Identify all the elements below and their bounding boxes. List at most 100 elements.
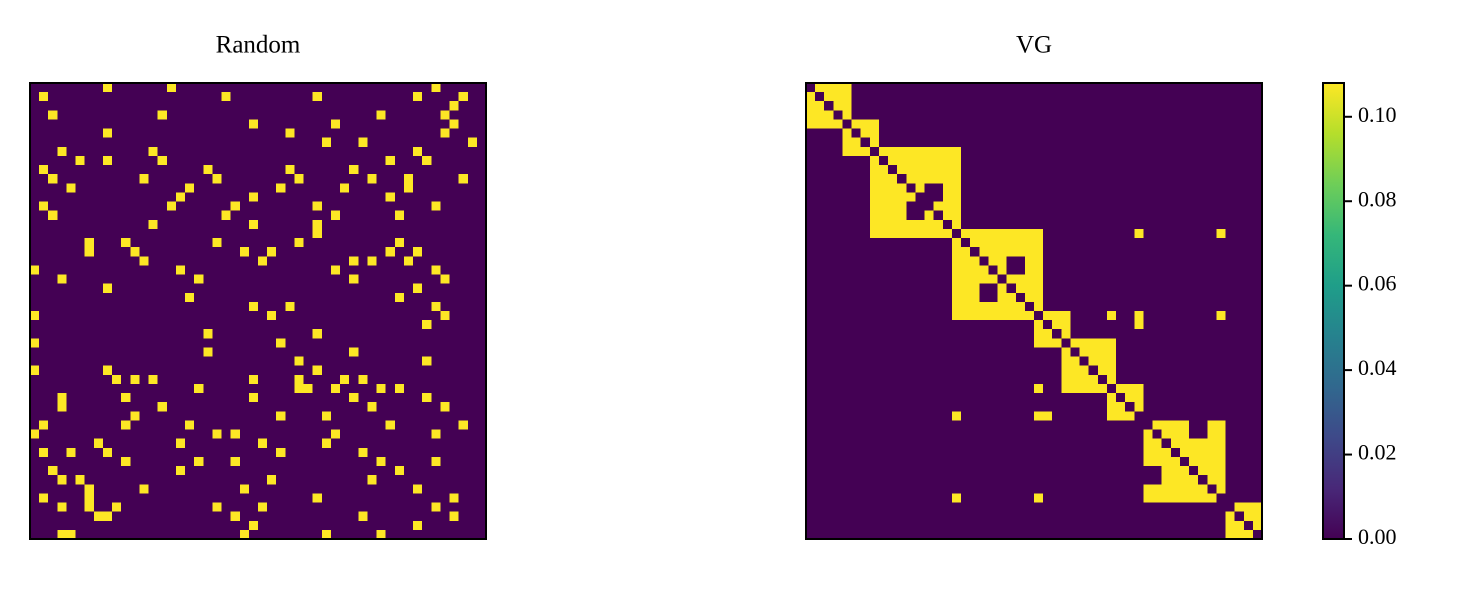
cell [57,383,67,394]
cell [1116,511,1126,522]
cell [833,520,843,531]
cell [815,92,825,102]
cell [951,475,962,485]
cell [1106,429,1117,440]
cell [394,466,405,476]
cell [906,329,916,339]
cell [1070,438,1081,449]
cell [833,119,843,130]
cell [112,347,122,358]
cell [93,174,104,184]
cell [878,247,889,257]
cell [376,292,387,303]
cell [860,210,871,221]
cell [988,83,999,93]
cell [1088,92,1099,102]
cell [30,292,40,303]
cell [230,146,241,157]
cell [1043,329,1053,339]
cell [212,92,223,102]
cell [1170,347,1181,358]
cell [303,274,314,285]
cell [112,174,122,184]
cell [148,183,159,193]
cell [1052,110,1062,120]
cell [833,174,843,184]
cell [93,420,104,431]
cell [139,347,150,358]
cell [48,265,58,276]
cell [30,192,40,203]
cell [833,128,843,139]
cell [1143,529,1154,540]
cell [1152,192,1163,203]
cell [230,338,241,348]
cell [1198,83,1208,93]
cell [1070,447,1081,458]
cell [1024,475,1035,485]
cell [1015,101,1026,111]
cell [285,238,295,248]
cell [166,92,177,102]
cell [1189,511,1199,522]
cell [1006,529,1017,540]
cell [294,438,305,449]
cell [39,411,49,421]
cell [212,247,223,257]
cell [276,493,286,504]
cell [1152,283,1163,294]
cell [312,155,323,166]
cell [130,128,140,139]
cell [1125,383,1135,394]
cell [1024,393,1035,403]
cell [358,137,368,148]
cell [1097,475,1108,485]
cell [130,402,140,412]
cell [924,265,935,276]
cell [1243,183,1254,193]
cell [1006,511,1017,522]
cell [330,402,341,412]
cell [1034,529,1044,540]
cell [915,238,926,248]
cell [942,110,953,120]
cell [951,365,962,376]
cell [933,101,944,111]
cell [93,429,104,440]
cell [842,356,853,367]
cell [267,101,277,111]
cell [194,283,204,294]
cell [276,183,286,193]
cell [988,393,999,403]
cell [212,137,223,148]
cell [330,329,341,339]
cell [130,429,140,440]
cell [66,529,77,540]
cell [121,110,131,120]
cell [239,420,250,431]
cell [1234,256,1245,266]
cell [175,438,186,449]
cell [970,493,980,504]
cell [1061,374,1071,385]
cell [57,174,67,184]
cell [1052,347,1062,358]
cell [285,429,295,440]
cell [1097,374,1108,385]
cell [1015,219,1026,230]
cell [1143,192,1154,203]
cell [422,393,432,403]
cell [84,101,95,111]
cell [1079,402,1090,412]
cell [1043,247,1053,257]
cell [815,311,825,321]
cell [66,411,77,421]
cell [467,238,478,248]
cell [203,146,213,157]
cell [403,383,414,394]
cell [906,283,916,294]
cell [1143,283,1154,294]
cell [1170,274,1181,285]
cell [869,146,880,157]
cell [39,475,49,485]
